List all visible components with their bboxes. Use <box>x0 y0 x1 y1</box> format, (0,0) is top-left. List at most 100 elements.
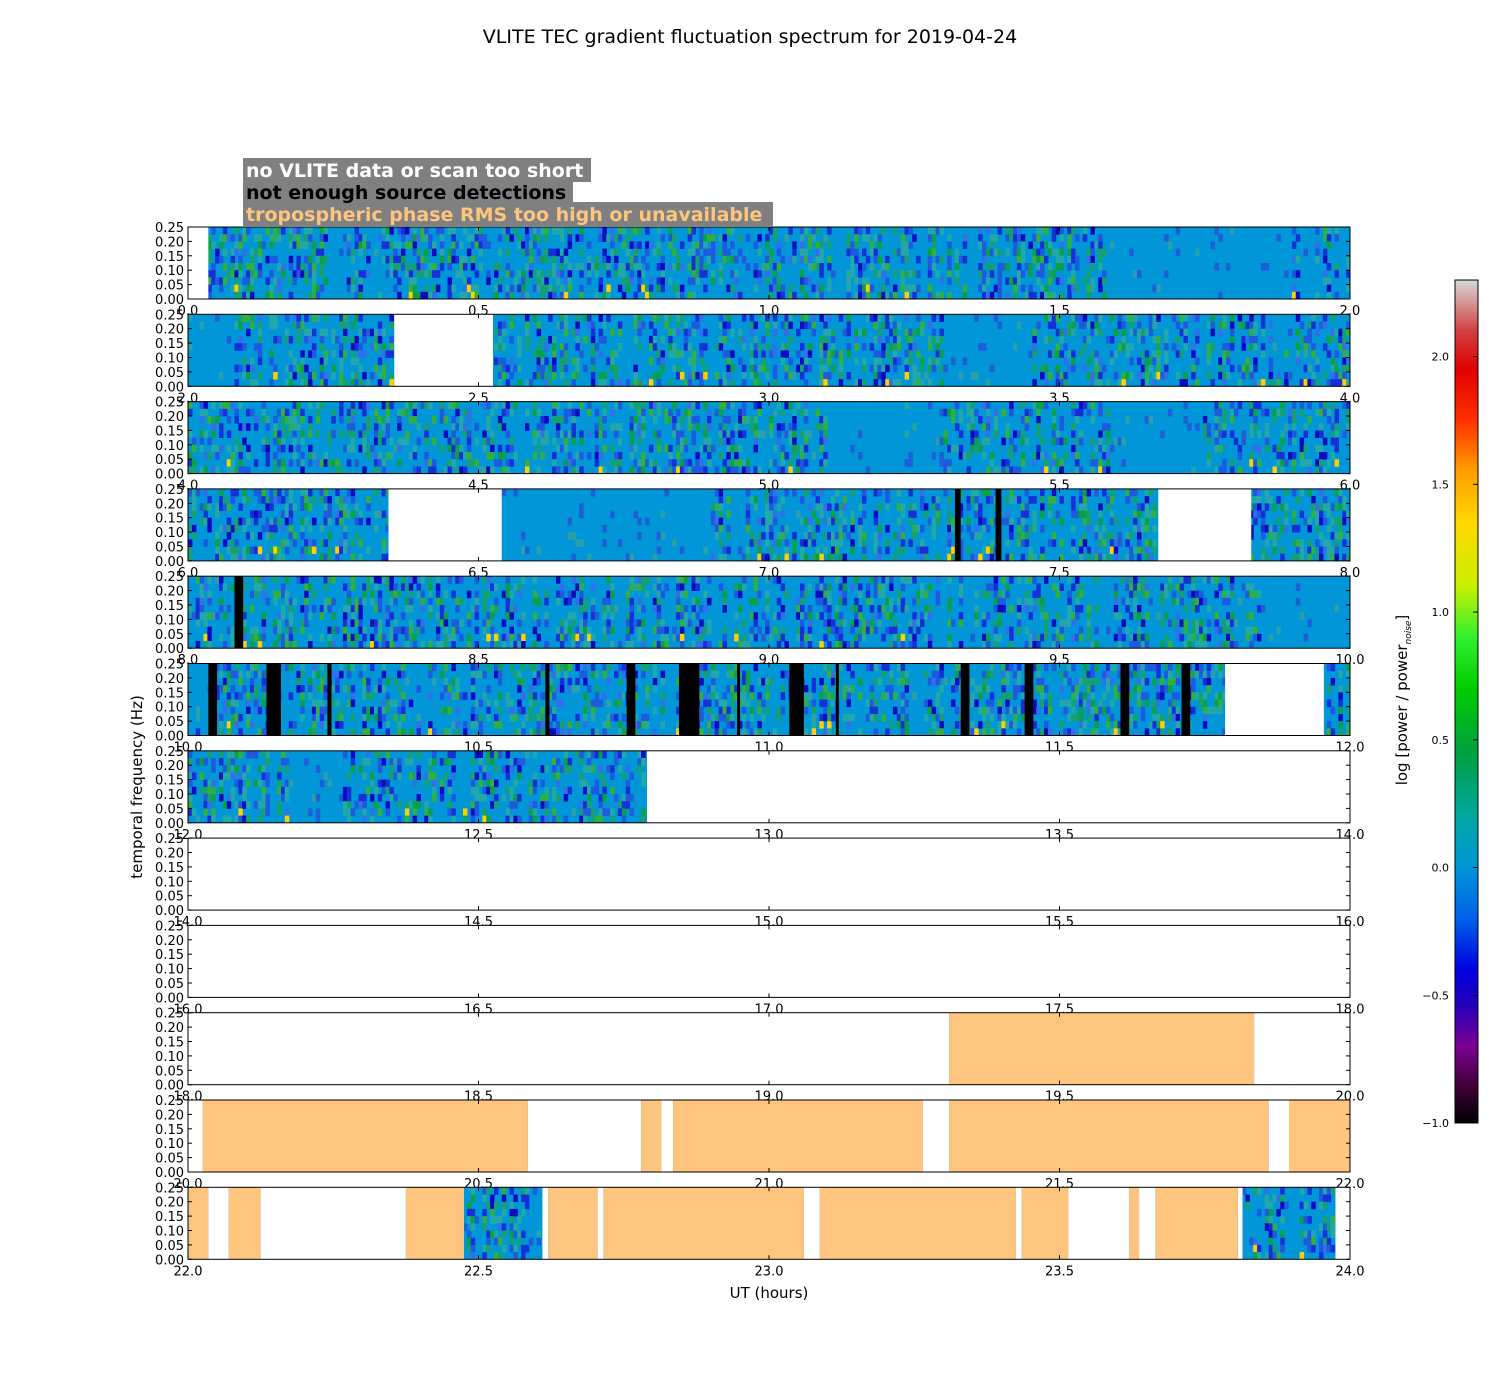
heatmap-cell <box>1136 270 1142 278</box>
heatmap-cell <box>249 546 255 555</box>
heatmap-cell <box>1338 517 1343 526</box>
heatmap-cell <box>478 263 483 271</box>
heatmap-cell <box>1338 328 1343 337</box>
heatmap-cell <box>373 524 379 533</box>
heatmap-cell <box>1094 444 1099 453</box>
heatmap-cell <box>699 241 704 249</box>
heatmap-cell <box>1264 503 1270 511</box>
heatmap-cell <box>757 401 762 410</box>
heatmap-cell <box>707 234 712 242</box>
heatmap-cell <box>381 437 387 446</box>
heatmap-cell <box>590 357 596 366</box>
heatmap-cell <box>393 444 398 453</box>
heatmap-cell <box>350 605 356 613</box>
heatmap-cell <box>451 452 456 460</box>
heatmap-cell <box>819 241 824 249</box>
heatmap-cell <box>1288 416 1293 424</box>
heatmap-cell <box>218 277 224 285</box>
heatmap-cell <box>536 284 542 293</box>
heatmap-cell <box>207 503 212 511</box>
heatmap-cell <box>466 590 472 599</box>
heatmap-cell <box>641 633 646 642</box>
heatmap-cell <box>885 626 890 635</box>
heatmap-cell <box>1299 546 1305 555</box>
heatmap-cell <box>1129 328 1134 337</box>
heatmap-cell <box>1307 524 1312 533</box>
heatmap-cell <box>466 444 472 453</box>
heatmap-cell <box>951 524 956 533</box>
heatmap-cell <box>304 619 309 627</box>
heatmap-cell <box>385 641 391 649</box>
heatmap-cell <box>1260 263 1266 271</box>
heatmap-cell <box>1245 321 1250 330</box>
heatmap-cell <box>834 517 840 526</box>
heatmap-cell <box>993 590 999 599</box>
heatmap-cell <box>586 641 592 649</box>
heatmap-cell <box>474 576 480 584</box>
heatmap-cell <box>1338 371 1343 380</box>
heatmap-cell <box>1319 430 1324 438</box>
heatmap-cell <box>904 270 910 278</box>
heatmap-cell <box>780 524 786 533</box>
heatmap-cell <box>555 597 561 606</box>
heatmap-cell <box>486 590 491 599</box>
heatmap-cell <box>606 576 611 584</box>
heatmap-cell <box>1047 496 1053 504</box>
heatmap-cell <box>830 532 836 540</box>
heatmap-cell <box>474 605 480 613</box>
heatmap-cell <box>1342 517 1347 526</box>
heatmap-cell <box>265 227 270 235</box>
heatmap-cell <box>1319 532 1324 540</box>
heatmap-cell <box>1148 539 1154 547</box>
heatmap-cell <box>1326 379 1332 387</box>
heatmap-cell <box>385 408 391 417</box>
heatmap-cell <box>397 590 402 599</box>
heatmap-cell <box>691 466 696 474</box>
heatmap-cell <box>1346 532 1350 540</box>
heatmap-cell <box>738 335 743 344</box>
heatmap-cell <box>885 612 890 620</box>
heatmap-cell <box>830 335 836 344</box>
heatmap-cell <box>1005 466 1010 474</box>
heatmap-cell <box>331 335 336 344</box>
heatmap-cell <box>532 401 538 410</box>
heatmap-cell <box>966 503 972 511</box>
heatmap-cell <box>1051 488 1057 497</box>
heatmap-cell <box>602 444 607 453</box>
heatmap-cell <box>1334 539 1339 547</box>
heatmap-cell <box>695 401 700 410</box>
heatmap-cell <box>796 444 801 453</box>
heatmap-cell <box>1311 510 1316 519</box>
heatmap-cell <box>230 539 236 547</box>
heatmap-cell <box>1086 408 1092 417</box>
heatmap-cell <box>540 270 545 278</box>
heatmap-cell <box>366 328 371 337</box>
heatmap-cell <box>865 277 871 285</box>
heatmap-cell <box>292 277 298 285</box>
heatmap-cell <box>691 277 696 285</box>
heatmap-cell <box>1009 524 1014 533</box>
heatmap-cell <box>1346 255 1350 264</box>
heatmap-cell <box>296 576 301 584</box>
heatmap-cell <box>830 517 836 526</box>
heatmap-cell <box>1117 539 1123 547</box>
heatmap-cell <box>249 379 255 387</box>
heatmap-cell <box>819 364 824 373</box>
heatmap-cell <box>238 314 243 322</box>
heatmap-cell <box>404 641 410 649</box>
heatmap-cell <box>792 488 797 497</box>
heatmap-cell <box>377 459 383 467</box>
heatmap-cell <box>691 416 696 424</box>
heatmap-cell <box>439 248 445 257</box>
heatmap-cell <box>509 459 514 467</box>
heatmap-cell <box>342 583 348 591</box>
heatmap-cell <box>544 227 549 235</box>
heatmap-cell <box>277 612 282 620</box>
heatmap-cell <box>598 277 604 285</box>
heatmap-cell <box>463 291 468 299</box>
heatmap-cell <box>1260 553 1266 561</box>
heatmap-cell <box>1291 241 1297 249</box>
heatmap-cell <box>648 379 654 387</box>
heatmap-cell <box>668 416 673 424</box>
heatmap-cell <box>451 633 456 642</box>
